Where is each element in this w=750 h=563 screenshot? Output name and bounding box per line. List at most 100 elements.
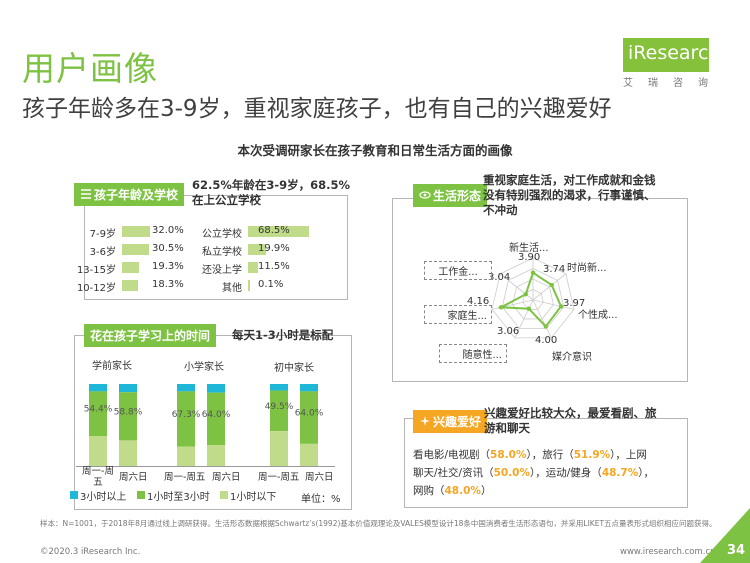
- age-label: 7-9岁: [89, 229, 116, 240]
- stacked-bar-segment: [207, 384, 225, 393]
- radar-point: [523, 292, 528, 297]
- school-bar: [248, 244, 266, 255]
- radar-axis-label: 新生活...: [509, 243, 549, 254]
- stacked-bar-segment: [119, 392, 137, 441]
- stacked-bar-segment: [270, 384, 288, 391]
- iresearch-logo: iResearch: [623, 38, 709, 72]
- hobby-line-3: 网购（48.0%）: [413, 482, 688, 500]
- radar-grid-ring: [512, 278, 554, 320]
- hobby-movies-value: 58.0%: [490, 449, 527, 461]
- stacked-bar-segment: [177, 391, 195, 447]
- school-value-label: 68.5%: [258, 225, 290, 236]
- radar-value-label: 4.16: [467, 296, 490, 307]
- hobby-line-1: 看电影/电视剧（58.0%），旅行（51.9%），上网: [413, 446, 688, 464]
- age-bar: [122, 262, 140, 273]
- hobby-header: 兴趣爱好: [413, 410, 488, 433]
- radar-spoke: [532, 299, 552, 339]
- school-label: 还没上学: [202, 265, 242, 276]
- school-bar: [248, 262, 259, 273]
- page-corner-triangle: [700, 508, 750, 563]
- age-label: 13-15岁: [76, 265, 116, 276]
- radar-axis-label: 媒介意识: [552, 352, 592, 363]
- school-value-label: 0.1%: [258, 279, 284, 290]
- hobby-details: 看电影/电视剧（58.0%），旅行（51.9%），上网 聊天/社交/资讯（50.…: [413, 446, 688, 500]
- copyright: ©2020.3 iResearch Inc.: [40, 547, 141, 557]
- radar-series-line: [497, 271, 563, 329]
- legend-label-3h-plus: 3小时以上: [80, 492, 127, 503]
- age-school-header-label: 孩子年龄及学校: [94, 188, 179, 202]
- radar-value-label: 3.90: [518, 252, 541, 263]
- stacked-bar-segment: [89, 435, 107, 466]
- hobby-social-value: 50.0%: [493, 467, 531, 479]
- study-time-header-label: 花在孩子学习上的时间: [90, 329, 211, 343]
- age-school-headline-line-2: 在上公立学校: [192, 193, 261, 207]
- radar-point: [549, 282, 554, 288]
- day-label-preschool-weekend: 周六日: [119, 472, 148, 483]
- radar-point: [530, 270, 536, 275]
- hobby-sep: ），: [638, 467, 654, 479]
- hobby-travel-value: 51.9%: [573, 449, 611, 461]
- day-label-primary-weekend: 周六日: [212, 472, 241, 483]
- age-value-label: 32.0%: [152, 225, 184, 236]
- page-title: 用户画像: [22, 49, 158, 88]
- radar-value-label: 3.06: [497, 326, 520, 337]
- age-value-label: 18.3%: [152, 279, 184, 290]
- legend-label-1-3h: 1小时至3小时: [147, 492, 210, 503]
- stacked-bar-segment: [177, 446, 195, 466]
- stacked-bar-segment: [89, 391, 107, 436]
- hobby-close: ）: [480, 485, 492, 497]
- stacked-bar-segment: [270, 390, 288, 432]
- radar-axis-label: 时尚新...: [567, 263, 607, 274]
- day-label-primary-weekday: 周一-周五: [164, 472, 206, 483]
- radar-point: [558, 304, 564, 309]
- radar-spoke: [532, 273, 567, 301]
- age-label: 10-12岁: [76, 283, 116, 294]
- school-value-label: 11.5%: [258, 261, 290, 272]
- page-number: 34: [727, 543, 746, 558]
- radar-spoke: [514, 299, 534, 339]
- hobby-online-label: ），上网: [610, 449, 647, 461]
- group-label-preschool: 学前家长: [92, 361, 132, 372]
- age-value-label: 30.5%: [152, 243, 184, 254]
- lifestyle-headline-line-3: 不冲动: [483, 203, 518, 217]
- hobby-shopping-value: 48.0%: [444, 485, 481, 497]
- radar-value-label: 3.97: [563, 298, 586, 309]
- legend-label-under-1h: 1小时以下: [230, 492, 277, 503]
- school-bar: [248, 226, 309, 237]
- lifestyle-headline-line-2: 没有特别强烈的渴求，行事谨慎、: [483, 188, 656, 202]
- chart-title: 本次受调研家长在孩子教育和日常生活方面的画像: [237, 143, 513, 158]
- stacked-bar-segment: [119, 384, 137, 393]
- radar-spoke: [532, 299, 575, 310]
- stacked-bar-segment: [300, 384, 318, 392]
- radar-axis-label: 随意性...: [439, 344, 507, 363]
- lifestyle-headline-line-1: 重视家庭生活，对工作成就和金钱: [483, 173, 656, 187]
- sparkle-icon: [419, 415, 431, 427]
- day-label-junior-weekday: 周一-周五: [258, 472, 300, 483]
- radar-point: [543, 324, 548, 329]
- hobby-headline-line-2: 游和聊天: [484, 421, 530, 435]
- stacked-bar-segment: [207, 445, 225, 466]
- age-school-panel-frame: [84, 195, 348, 300]
- hobby-headline-line-1: 兴趣爱好比较大众，最爱看剧、旅: [484, 406, 657, 420]
- study-time-header: 花在孩子学习上的时间: [84, 324, 217, 347]
- legend-swatch-3h-plus: [70, 491, 78, 499]
- school-bar: [248, 280, 250, 291]
- age-value-label: 19.3%: [152, 261, 184, 272]
- radar-axis-label: 家庭生...: [424, 305, 492, 324]
- website-link[interactable]: www.iresearch.com.cn: [620, 547, 716, 557]
- radar-spoke: [499, 273, 534, 301]
- stacked-bar-label: 67.3%: [172, 410, 201, 420]
- hobby-sport-label: ），运动/健身（: [530, 467, 602, 479]
- radar-grid-ring: [491, 257, 575, 339]
- radar-value-label: 3.74: [543, 264, 566, 275]
- lifestyle-header-label: 生活形态: [433, 189, 482, 203]
- stacked-bar-label: 49.5%: [265, 402, 294, 412]
- age-school-header-icon: [80, 188, 92, 200]
- radar-axis-label: 工作金...: [424, 261, 492, 280]
- hobby-header-label: 兴趣爱好: [433, 415, 482, 429]
- lifestyle-header: 生活形态: [413, 184, 488, 207]
- hobby-panel-frame: [404, 418, 688, 508]
- hobby-social-label: 聊天/社交/资讯（: [413, 467, 494, 479]
